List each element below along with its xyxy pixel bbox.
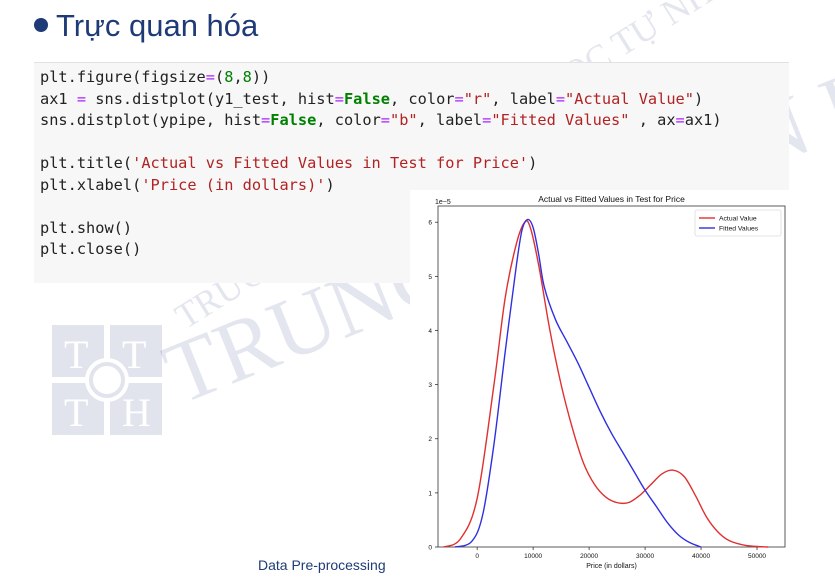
code-line: ax1 = sns.distplot(y1_test, hist=False, …	[40, 89, 704, 108]
x-tick-label: 30000	[636, 553, 654, 560]
series-line-fitted	[454, 218, 702, 548]
watermark-logo-letter: T	[122, 332, 146, 377]
slide-footer: Data Pre-processing	[258, 557, 386, 573]
code-line: plt.show()	[40, 218, 133, 237]
y-tick-label: 4	[428, 328, 432, 335]
y-tick-label: 1	[428, 490, 432, 497]
kde-chart: Actual vs Fitted Values in Test for Pric…	[428, 194, 786, 570]
x-tick-label: 40000	[692, 553, 710, 560]
slide-title: Trực quan hóa	[34, 8, 258, 44]
watermark-logo-letter: T	[64, 390, 88, 435]
watermark-logo: T T T H	[52, 325, 162, 435]
legend-label: Actual Value	[719, 216, 757, 223]
chart-panel: Actual vs Fitted Values in Test for Pric…	[410, 190, 800, 577]
code-line: plt.xlabel('Price (in dollars)')	[40, 175, 335, 194]
plot-frame	[437, 205, 786, 548]
legend-label: Fitted Values	[719, 226, 759, 233]
y-tick-label: 5	[428, 274, 432, 281]
code-line: sns.distplot(ypipe, hist=False, color="b…	[40, 111, 722, 129]
y-tick-label: 6	[428, 220, 432, 227]
bullet-icon	[34, 17, 48, 32]
slide-title-text: Trực quan hóa	[56, 8, 259, 43]
y-scale-label: 1e−5	[435, 199, 451, 206]
code-line: plt.title('Actual vs Fitted Values in Te…	[40, 154, 538, 172]
code-line: plt.close()	[40, 240, 142, 258]
y-tick-label: 2	[428, 436, 432, 443]
chart-title: Actual vs Fitted Values in Test for Pric…	[538, 194, 685, 204]
y-tick-label: 0	[428, 545, 432, 552]
x-tick-label: 50000	[748, 553, 766, 560]
x-axis-label: Price (in dollars)	[586, 563, 637, 570]
x-tick-label: 20000	[580, 553, 598, 560]
series-line-actual	[443, 220, 769, 548]
legend-box	[694, 209, 782, 237]
y-tick-label: 3	[428, 382, 432, 389]
code-block: plt.figure(figsize=(8,8)) ax1 = sns.dist…	[34, 63, 789, 261]
x-tick-label: 10000	[524, 553, 542, 560]
watermark-logo-letter: T	[64, 332, 88, 377]
x-tick-label: 0	[475, 553, 479, 560]
code-line: plt.figure(figsize=(8,8))	[40, 68, 271, 86]
watermark-logo-letter: H	[122, 390, 151, 435]
